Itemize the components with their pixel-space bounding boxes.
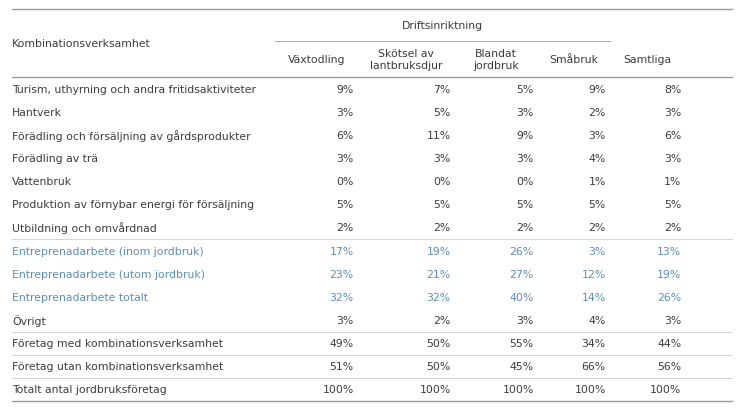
- Text: 49%: 49%: [329, 338, 354, 348]
- Text: 66%: 66%: [582, 362, 605, 371]
- Text: 100%: 100%: [502, 384, 534, 394]
- Text: 8%: 8%: [664, 84, 682, 94]
- Text: 45%: 45%: [509, 362, 534, 371]
- Text: Totalt antal jordbruksföretag: Totalt antal jordbruksföretag: [12, 384, 167, 394]
- Text: 9%: 9%: [588, 84, 605, 94]
- Text: 3%: 3%: [434, 154, 451, 164]
- Text: Växtodling: Växtodling: [287, 55, 345, 65]
- Text: 5%: 5%: [588, 200, 605, 210]
- Text: 3%: 3%: [517, 154, 534, 164]
- Text: 11%: 11%: [427, 130, 451, 141]
- Text: Blandat
jordbruk: Blandat jordbruk: [474, 49, 519, 71]
- Text: 23%: 23%: [329, 269, 354, 279]
- Text: Turism, uthyrning och andra fritidsaktiviteter: Turism, uthyrning och andra fritidsaktiv…: [12, 84, 256, 94]
- Text: 2%: 2%: [517, 223, 534, 233]
- Text: 1%: 1%: [664, 177, 682, 187]
- Text: 3%: 3%: [517, 315, 534, 325]
- Text: Driftsinriktning: Driftsinriktning: [402, 21, 482, 31]
- Text: 44%: 44%: [657, 338, 682, 348]
- Text: 5%: 5%: [434, 108, 451, 117]
- Text: 2%: 2%: [588, 223, 605, 233]
- Text: 51%: 51%: [329, 362, 354, 371]
- Text: 4%: 4%: [588, 154, 605, 164]
- Text: 19%: 19%: [427, 246, 451, 256]
- Text: 5%: 5%: [517, 200, 534, 210]
- Text: 0%: 0%: [336, 177, 354, 187]
- Text: Hantverk: Hantverk: [12, 108, 62, 117]
- Text: 3%: 3%: [664, 315, 682, 325]
- Text: Företag med kombinationsverksamhet: Företag med kombinationsverksamhet: [12, 338, 223, 348]
- Text: 3%: 3%: [588, 130, 605, 141]
- Text: 0%: 0%: [434, 177, 451, 187]
- Text: 3%: 3%: [664, 154, 682, 164]
- Text: 2%: 2%: [588, 108, 605, 117]
- Text: Förädling av trä: Förädling av trä: [12, 154, 98, 164]
- Text: 26%: 26%: [657, 292, 682, 302]
- Text: 32%: 32%: [329, 292, 354, 302]
- Text: Företag utan kombinationsverksamhet: Företag utan kombinationsverksamhet: [12, 362, 223, 371]
- Text: 9%: 9%: [517, 130, 534, 141]
- Text: 21%: 21%: [427, 269, 451, 279]
- Text: 5%: 5%: [337, 200, 354, 210]
- Text: 100%: 100%: [323, 384, 354, 394]
- Text: 5%: 5%: [434, 200, 451, 210]
- Text: 27%: 27%: [509, 269, 534, 279]
- Text: 3%: 3%: [337, 315, 354, 325]
- Text: Vattenbruk: Vattenbruk: [12, 177, 72, 187]
- Text: Övrigt: Övrigt: [12, 314, 46, 326]
- Text: 6%: 6%: [664, 130, 682, 141]
- Text: 50%: 50%: [426, 338, 451, 348]
- Text: Utbildning och omvårdnad: Utbildning och omvårdnad: [12, 222, 157, 234]
- Text: 2%: 2%: [664, 223, 682, 233]
- Text: 50%: 50%: [426, 362, 451, 371]
- Text: 3%: 3%: [337, 108, 354, 117]
- Text: 56%: 56%: [657, 362, 682, 371]
- Text: 55%: 55%: [509, 338, 534, 348]
- Text: 9%: 9%: [337, 84, 354, 94]
- Text: 100%: 100%: [574, 384, 605, 394]
- Text: 5%: 5%: [664, 200, 682, 210]
- Text: 3%: 3%: [664, 108, 682, 117]
- Text: 100%: 100%: [420, 384, 451, 394]
- Text: Produktion av förnybar energi för försäljning: Produktion av förnybar energi för försäl…: [12, 200, 254, 210]
- Text: Förädling och försäljning av gårdsprodukter: Förädling och försäljning av gårdsproduk…: [12, 130, 251, 142]
- Text: 2%: 2%: [434, 223, 451, 233]
- Text: Kombinationsverksamhet: Kombinationsverksamhet: [12, 39, 151, 49]
- Text: 34%: 34%: [582, 338, 605, 348]
- Text: 2%: 2%: [434, 315, 451, 325]
- Text: 3%: 3%: [588, 246, 605, 256]
- Text: 1%: 1%: [588, 177, 605, 187]
- Text: Småbruk: Småbruk: [549, 55, 598, 65]
- Text: 6%: 6%: [337, 130, 354, 141]
- Text: 4%: 4%: [588, 315, 605, 325]
- Text: 19%: 19%: [657, 269, 682, 279]
- Text: Skötsel av
lantbruksdjur: Skötsel av lantbruksdjur: [370, 49, 443, 71]
- Text: 14%: 14%: [582, 292, 605, 302]
- Text: 100%: 100%: [650, 384, 682, 394]
- Text: 13%: 13%: [657, 246, 682, 256]
- Text: 3%: 3%: [517, 108, 534, 117]
- Text: 2%: 2%: [337, 223, 354, 233]
- Text: 3%: 3%: [337, 154, 354, 164]
- Text: 5%: 5%: [517, 84, 534, 94]
- Text: 0%: 0%: [517, 177, 534, 187]
- Text: 7%: 7%: [434, 84, 451, 94]
- Text: 40%: 40%: [509, 292, 534, 302]
- Text: 12%: 12%: [582, 269, 605, 279]
- Text: Samtliga: Samtliga: [623, 55, 671, 65]
- Text: Entreprenadarbete (utom jordbruk): Entreprenadarbete (utom jordbruk): [12, 269, 205, 279]
- Text: 26%: 26%: [509, 246, 534, 256]
- Text: 32%: 32%: [427, 292, 451, 302]
- Text: 17%: 17%: [329, 246, 354, 256]
- Text: Entreprenadarbete (inom jordbruk): Entreprenadarbete (inom jordbruk): [12, 246, 204, 256]
- Text: Entreprenadarbete totalt: Entreprenadarbete totalt: [12, 292, 148, 302]
